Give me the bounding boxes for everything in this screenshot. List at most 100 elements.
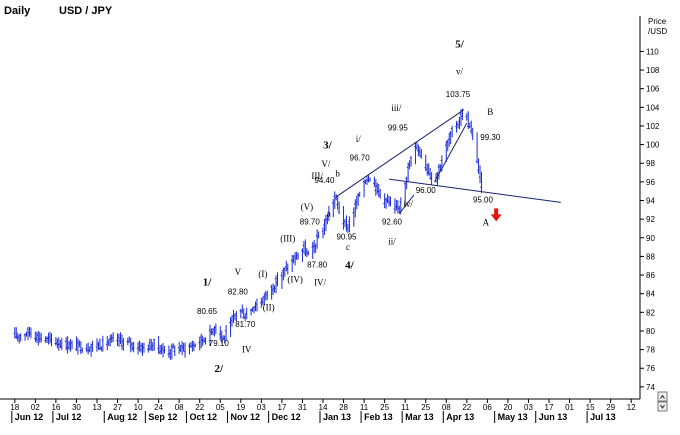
date-tick-label: 11 — [360, 403, 369, 412]
date-tick-label: 24 — [154, 403, 163, 412]
trendline — [388, 178, 561, 203]
wave-label: V — [235, 267, 242, 277]
wave-label: iv/ — [403, 199, 413, 209]
date-tick-label: 11 — [401, 403, 410, 412]
price-tick-label: 86 — [646, 271, 655, 280]
month-label: Aug 12 — [107, 412, 137, 422]
month-label: Oct 12 — [189, 412, 217, 422]
month-label: Dec 12 — [272, 412, 301, 422]
wave-label: 4/ — [345, 260, 355, 272]
date-tick-label: 17 — [545, 403, 554, 412]
date-tick-label: 13 — [93, 403, 102, 412]
arrow-down-icon — [490, 208, 502, 222]
wave-label: 1/ — [203, 276, 213, 288]
month-label: Apr 13 — [446, 412, 474, 422]
price-level-label: 89.70 — [300, 218, 321, 227]
month-label: Jun 13 — [539, 412, 568, 422]
period-label: Daily — [4, 5, 31, 17]
date-tick-label: 01 — [565, 403, 574, 412]
month-label: Feb 13 — [364, 412, 393, 422]
scroll-down-button[interactable] — [657, 401, 668, 412]
wave-label: (IV) — [287, 275, 303, 285]
price-tick-label: 90 — [646, 234, 655, 243]
price-tick-label: 78 — [646, 346, 655, 355]
price-tick-label: 74 — [646, 383, 655, 392]
price-tick-label: 94 — [646, 197, 655, 206]
wave-label: i/ — [356, 134, 362, 144]
month-label: Sep 12 — [148, 412, 177, 422]
down-arrow — [490, 208, 502, 222]
wave-label: c — [346, 242, 350, 252]
wave-label: IV — [242, 344, 252, 354]
wave-label: 3/ — [323, 139, 333, 151]
date-axis: 18 02 16 30 13 27 10 24 08 22 05 19 03 17 31 14 28 11 25 11… — [0, 398, 640, 423]
price-tick-label: 84 — [646, 290, 655, 299]
date-tick-label: 05 — [216, 403, 225, 412]
date-tick-label: 22 — [195, 403, 204, 412]
date-tick-label: 18 — [10, 403, 19, 412]
date-tick-label: 12 — [627, 403, 636, 412]
wave-label: III/ — [311, 171, 323, 181]
price-tick-label: 92 — [646, 215, 655, 224]
chevron-up-icon — [660, 394, 665, 399]
date-tick-label: 08 — [442, 403, 451, 412]
price-tick-label: 88 — [646, 252, 655, 261]
price-tick-label: 80 — [646, 327, 655, 336]
price-tick-label: 104 — [646, 103, 660, 112]
month-label: Jun 12 — [15, 412, 44, 422]
wave-label: (III) — [280, 234, 295, 244]
price-level-label: 99.95 — [388, 124, 409, 133]
wave-label: (V) — [301, 202, 314, 212]
trendline — [434, 122, 468, 183]
trendlines — [335, 109, 561, 214]
price-axis-label-line2: /USD — [648, 27, 667, 36]
chevron-down-icon — [660, 404, 665, 409]
wave-label: v/ — [456, 67, 464, 77]
price-level-label: 90.95 — [336, 233, 357, 242]
symbol-label: USD / JPY — [59, 5, 113, 17]
price-axis-label-line1: Price — [648, 17, 667, 26]
price-bars — [13, 108, 482, 360]
date-tick-label: 25 — [380, 403, 389, 412]
date-tick-label: 29 — [606, 403, 615, 412]
price-tick-label: 96 — [646, 178, 655, 187]
annotations: 80.65 79.10 82.80 81.70 87.80 89.70 94.40 90.95… — [197, 39, 501, 375]
month-label: Mar 13 — [405, 412, 434, 422]
wave-label: 5/ — [455, 39, 465, 51]
price-level-label: 81.70 — [235, 320, 256, 329]
price-tick-label: 76 — [646, 364, 655, 373]
scroll-up-button[interactable] — [657, 391, 668, 402]
price-tick-label: 98 — [646, 159, 655, 168]
month-label: Nov 12 — [231, 412, 261, 422]
price-level-label: 103.75 — [446, 90, 471, 99]
month-label: Jan 13 — [323, 412, 351, 422]
trendline — [335, 109, 465, 198]
price-level-label: 96.00 — [416, 186, 437, 195]
price-level-label: 79.10 — [209, 339, 230, 348]
date-tick-label: 30 — [72, 403, 81, 412]
wave-label: B — [487, 107, 493, 117]
month-label: Jul 13 — [590, 412, 616, 422]
price-level-label: 96.70 — [350, 153, 371, 162]
date-tick-label: 31 — [298, 403, 307, 412]
price-level-label: 92.60 — [382, 218, 403, 227]
date-tick-label: 15 — [586, 403, 595, 412]
scroll-controls — [657, 391, 668, 412]
wave-label: A — [483, 218, 490, 228]
wave-label: iii/ — [391, 103, 402, 113]
price-tick-label: 100 — [646, 141, 660, 150]
wave-label: a — [327, 208, 331, 218]
price-tick-label: 82 — [646, 308, 655, 317]
wave-label: IV/ — [314, 277, 326, 287]
date-tick-label: 16 — [51, 403, 60, 412]
date-tick-label: 17 — [277, 403, 286, 412]
date-tick-label: 03 — [257, 403, 266, 412]
price-level-label: 82.80 — [228, 288, 249, 297]
wave-label: (I) — [258, 269, 267, 279]
date-tick-label: 25 — [421, 403, 430, 412]
wave-label: V/ — [321, 159, 330, 169]
date-tick-label: 02 — [31, 403, 40, 412]
wave-label: ii/ — [388, 236, 396, 246]
